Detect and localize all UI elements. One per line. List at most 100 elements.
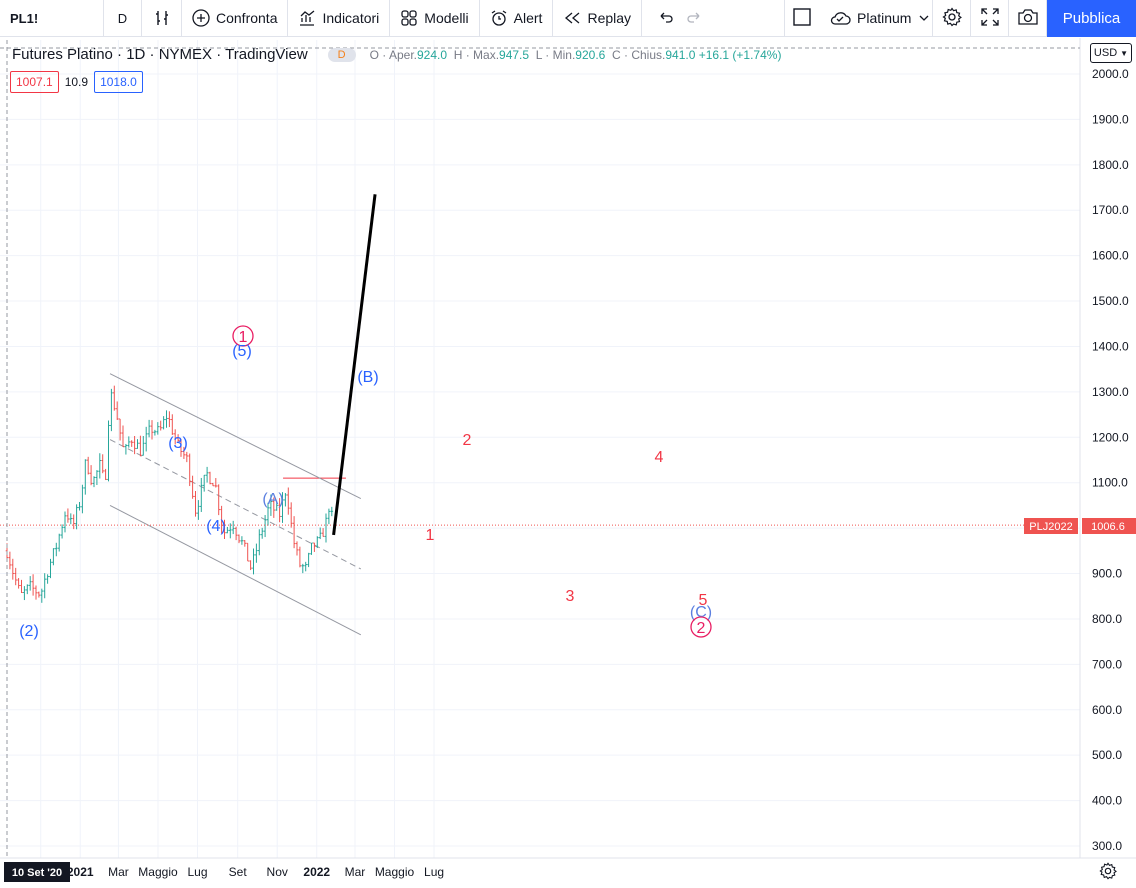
axis-settings-button[interactable] (1098, 861, 1118, 883)
price-tick-label: 1800.0 (1092, 158, 1129, 172)
wave-2-circle (690, 616, 712, 638)
price-tick-label: 700.0 (1092, 657, 1122, 671)
price-tick-label: 300.0 (1092, 839, 1122, 853)
price-tick-label: 1200.0 (1092, 430, 1129, 444)
channel-mid-line[interactable] (109, 439, 362, 570)
indicator-values: 1007.1 10.9 1018.0 (10, 71, 143, 93)
last-price-label: 1006.6 (1091, 521, 1125, 533)
projection-line-layer (332, 194, 377, 536)
indicator-left-box: 1007.1 (10, 71, 59, 93)
subwave-1-label: 1 (426, 527, 435, 544)
price-chart[interactable]: 2000.01900.01800.01700.01600.01500.01400… (0, 38, 1136, 888)
indicators-button[interactable]: Indicatori (288, 0, 391, 37)
channel-upper-line[interactable] (109, 373, 362, 500)
time-tick-label: Set (229, 865, 248, 879)
low-label: L · Min. (535, 47, 576, 62)
legend-title[interactable]: Futures Platino · 1D · NYMEX · TradingVi… (12, 46, 308, 63)
replay-button[interactable]: Replay (553, 0, 643, 37)
publish-label: Pubblica (1062, 9, 1121, 27)
change-value: +16.1 (+1.74%) (698, 47, 782, 62)
wave-3-label: (3) (168, 435, 188, 452)
bars-chart-icon (153, 9, 171, 27)
currency-button[interactable]: USD ▼ (1090, 43, 1132, 63)
redo-icon[interactable] (686, 9, 702, 28)
chart-type-button[interactable] (142, 0, 182, 37)
subwave-2-label: 2 (463, 432, 472, 449)
publish-button[interactable]: Pubblica (1047, 0, 1136, 37)
subwave-4-label: 4 (655, 449, 664, 466)
high-label: H · Max. (453, 47, 500, 62)
projection-line[interactable] (332, 194, 377, 536)
fullscreen-button[interactable] (971, 0, 1009, 37)
chart-grid (0, 40, 1080, 858)
price-tick-label: 1600.0 (1092, 249, 1129, 263)
price-tick-label: 1400.0 (1092, 339, 1129, 353)
current-date-label: 10 Set '20 (12, 867, 62, 879)
undo-redo-group (642, 0, 718, 37)
layout-label: Platinum (857, 10, 912, 26)
wave-b-label: (B) (357, 369, 378, 386)
wave-5-label: (5) (232, 343, 252, 360)
expand-icon (980, 7, 1000, 30)
symbol-tag: PLJ2022 (1029, 521, 1072, 533)
indicator-right-box: 1018.0 (94, 71, 143, 93)
price-tick-label: 500.0 (1092, 748, 1122, 762)
high-value: 947.5 (499, 47, 530, 62)
layout-selector[interactable]: Platinum (819, 0, 933, 37)
wave-c-label: (C) (690, 604, 712, 621)
price-tick-label: 1900.0 (1092, 112, 1129, 126)
close-value: 941.0 (665, 47, 696, 62)
time-tick-label: Mar (108, 865, 129, 879)
wave-1-circle (232, 325, 254, 347)
time-tick-label: Mar (345, 865, 366, 879)
alert-button[interactable]: Alert (480, 0, 554, 37)
current-date-tag: 10 Set '20 (4, 862, 70, 882)
channel-lower-line[interactable] (109, 504, 362, 636)
indicators-icon (298, 9, 316, 27)
time-tick-label: Maggio (375, 865, 415, 879)
templates-button[interactable]: Modelli (390, 0, 480, 37)
rewind-icon (563, 9, 581, 27)
wave-2-label: (2) (19, 623, 39, 640)
wave-4-label: (4) (206, 518, 226, 535)
price-tick-label: 600.0 (1092, 703, 1122, 717)
undo-icon[interactable] (658, 9, 674, 28)
chart-legend: Futures Platino · 1D · NYMEX · TradingVi… (12, 46, 781, 63)
compare-button[interactable]: Confronta (182, 0, 289, 37)
symbol-search-button[interactable]: PL1! (0, 0, 104, 37)
camera-icon (1017, 7, 1039, 30)
top-toolbar: PL1! D Confronta Indicatori Modelli Aler… (0, 0, 1136, 37)
open-value: 924.0 (416, 47, 448, 62)
elliott-wave-labels: 1 (5) (B) (3) (4) (A) (2) 1 2 3 4 5 (C) … (19, 325, 712, 640)
time-axis[interactable]: Nov2021MarMaggioLugSetNov2022MarMaggioLu… (30, 865, 444, 879)
alarm-clock-icon (490, 9, 508, 27)
replay-label: Replay (587, 10, 632, 26)
time-tick-label: Maggio (138, 865, 178, 879)
fullscreen-square-button[interactable] (785, 0, 819, 37)
chevron-down-icon: ▼ (1120, 48, 1129, 58)
compare-label: Confronta (216, 10, 278, 26)
price-tick-label: 1500.0 (1092, 294, 1129, 308)
wave-a-label: (A) (262, 491, 283, 508)
price-tick-label: 800.0 (1092, 612, 1122, 626)
subwave-5-label: 5 (699, 592, 708, 609)
snapshot-button[interactable] (1009, 0, 1047, 37)
alert-label: Alert (513, 10, 543, 26)
settings-button[interactable] (933, 0, 971, 37)
toolbar-spacer (718, 0, 785, 37)
delayed-badge: D (327, 47, 356, 62)
cloud-icon (829, 10, 851, 26)
indicators-label: Indicatori (322, 10, 380, 26)
close-label: C · Chius. (612, 47, 666, 62)
plus-circle-icon (192, 9, 210, 27)
symbol-label: PL1! (10, 10, 39, 26)
interval-button[interactable]: D (104, 0, 142, 37)
templates-grid-icon (400, 9, 418, 27)
price-tick-label: 1100.0 (1092, 476, 1128, 490)
time-tick-label: Nov (267, 865, 288, 879)
candles-layer (5, 385, 334, 603)
interval-label: D (117, 10, 128, 26)
time-tick-label: Lug (424, 865, 444, 879)
time-tick-label: Lug (187, 865, 207, 879)
wave-1-label: 1 (239, 329, 248, 346)
